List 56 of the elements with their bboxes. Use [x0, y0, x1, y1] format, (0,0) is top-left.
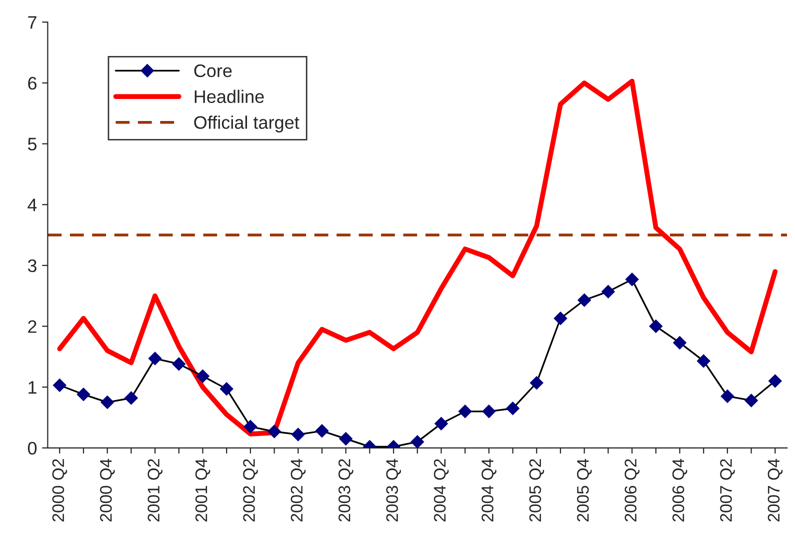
- point: [625, 272, 639, 286]
- y-tick-label: 3: [28, 259, 36, 272]
- point: [268, 424, 281, 438]
- point: [172, 357, 186, 371]
- point: [720, 390, 734, 403]
- x-tick-label: 2000 Q2: [52, 459, 68, 522]
- point: [196, 370, 210, 383]
- point: [458, 404, 472, 418]
- x-tick-label: 2001 Q4: [195, 458, 210, 522]
- point: [649, 320, 662, 333]
- point: [744, 394, 758, 408]
- x-tick-label: 2002 Q4: [290, 458, 306, 522]
- point: [482, 404, 496, 418]
- legend-label: Official target: [194, 116, 300, 132]
- x-tick-label: 2004 Q4: [482, 458, 496, 522]
- x-tick-label: 2003 Q2: [338, 459, 354, 522]
- point: [530, 376, 544, 390]
- point: [410, 435, 424, 448]
- point: [76, 388, 90, 401]
- point: [53, 378, 66, 392]
- y-tick-label: 2: [28, 320, 36, 333]
- point: [292, 428, 305, 442]
- point: [578, 294, 591, 307]
- x-tick-label: 2006 Q4: [672, 458, 688, 522]
- x-tick-label: 2000 Q4: [100, 458, 115, 522]
- point: [124, 391, 138, 405]
- x-tick-label: 2002 Q2: [243, 459, 258, 522]
- point: [100, 396, 114, 409]
- point: [696, 354, 710, 368]
- x-tick-label: 2006 Q2: [624, 459, 640, 522]
- y-tick-label: 6: [28, 76, 36, 90]
- point: [434, 417, 448, 430]
- x-tick-label: 2007 Q2: [720, 459, 735, 522]
- x-tick-label: 2001 Q2: [148, 459, 162, 522]
- point: [315, 424, 329, 438]
- point: [554, 312, 568, 325]
- point: [673, 336, 686, 350]
- point: [768, 374, 782, 388]
- legend-label: Headline: [194, 90, 264, 104]
- point: [244, 420, 258, 434]
- y-tick-label: 5: [28, 138, 37, 150]
- point: [148, 352, 162, 366]
- y-tick-label: 1: [28, 381, 36, 394]
- point: [339, 432, 352, 446]
- point: [220, 382, 234, 396]
- y-tick-label: 0: [28, 442, 37, 455]
- point: [602, 285, 615, 298]
- x-tick-label: 2004 Q2: [434, 459, 449, 522]
- point: [506, 402, 520, 415]
- y-tick-label: 7: [28, 16, 36, 29]
- x-tick-label: 2007 Q4: [768, 458, 783, 522]
- x-tick-label: 2003 Q4: [386, 458, 401, 522]
- y-tick-label: 4: [28, 198, 37, 212]
- x-tick-label: 2005 Q2: [529, 459, 544, 522]
- legend-label: Core: [194, 64, 232, 78]
- x-tick-label: 2005 Q4: [576, 458, 592, 522]
